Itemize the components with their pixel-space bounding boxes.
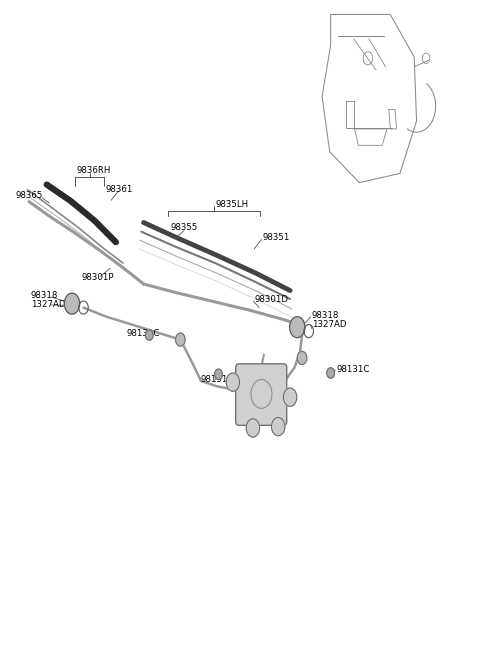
Circle shape xyxy=(145,330,153,340)
Circle shape xyxy=(272,417,285,436)
Text: 9836RH: 9836RH xyxy=(77,166,111,175)
Circle shape xyxy=(327,368,335,378)
Text: 98355: 98355 xyxy=(171,223,198,232)
Text: 98131C: 98131C xyxy=(201,375,234,384)
FancyBboxPatch shape xyxy=(236,364,287,425)
Text: 98301D: 98301D xyxy=(254,295,288,304)
Circle shape xyxy=(283,388,297,406)
Circle shape xyxy=(215,369,222,380)
Circle shape xyxy=(176,333,185,346)
Text: 1327AD: 1327AD xyxy=(312,320,346,329)
Circle shape xyxy=(226,373,240,392)
Text: 1327AD: 1327AD xyxy=(31,300,65,309)
Text: 9835LH: 9835LH xyxy=(215,200,248,209)
Text: 98318: 98318 xyxy=(312,311,339,320)
Text: 98131C: 98131C xyxy=(126,329,160,338)
Text: 98301P: 98301P xyxy=(82,273,114,282)
Text: 98318: 98318 xyxy=(31,291,59,300)
Text: 98100H: 98100H xyxy=(235,411,269,419)
Circle shape xyxy=(297,351,307,365)
Text: 98361: 98361 xyxy=(106,185,133,194)
Text: 98131C: 98131C xyxy=(336,365,370,374)
Circle shape xyxy=(246,419,260,437)
Circle shape xyxy=(64,293,80,314)
Text: 98365: 98365 xyxy=(16,191,43,200)
Circle shape xyxy=(289,317,305,338)
Text: 98351: 98351 xyxy=(263,233,290,242)
